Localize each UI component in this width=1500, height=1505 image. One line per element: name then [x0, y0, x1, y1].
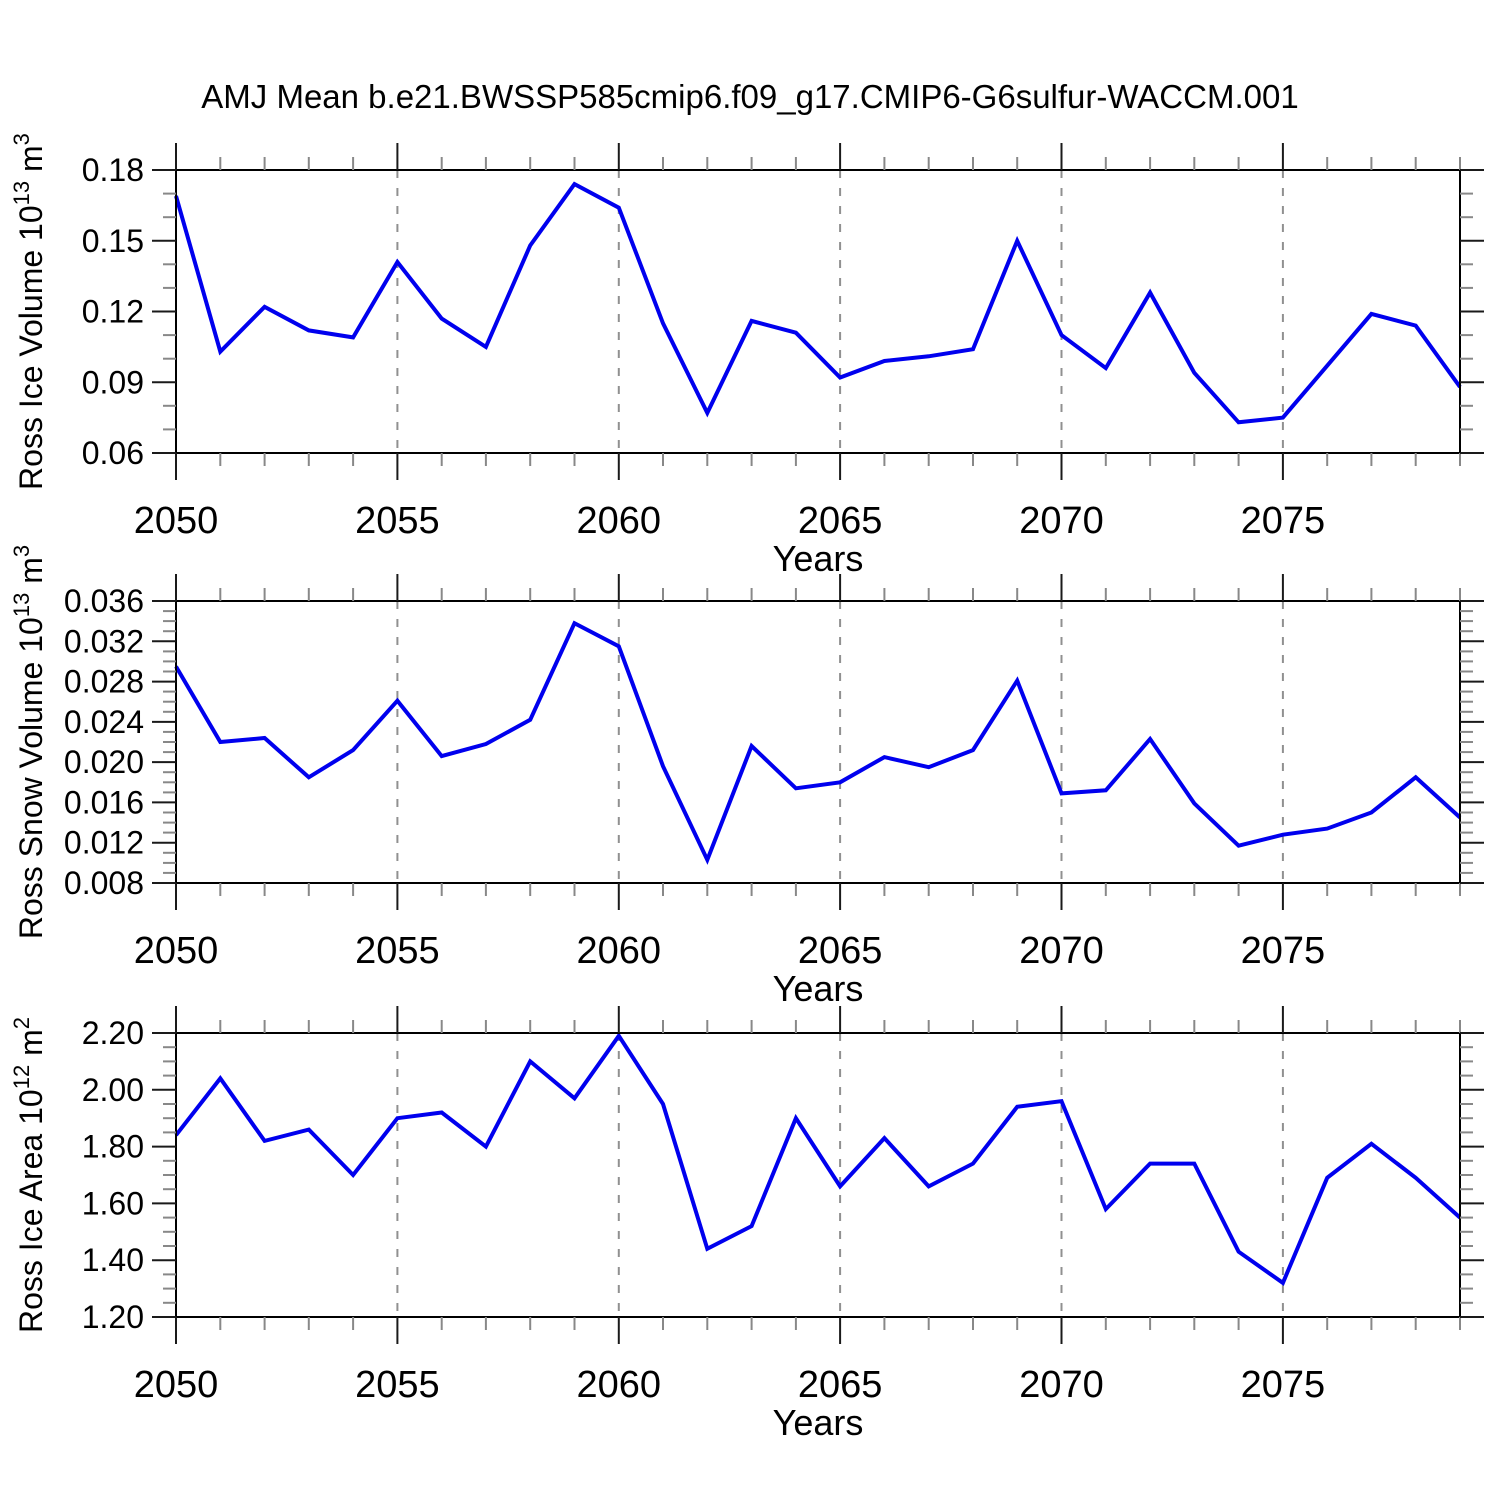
y-tick-label: 0.028 — [64, 664, 144, 700]
data-line — [174, 1032, 1462, 1286]
y-tick-label: 1.80 — [82, 1129, 144, 1165]
x-tick-label: 2055 — [355, 930, 440, 972]
x-tick-label: 2060 — [577, 930, 662, 972]
x-tick-labels: 2050 2055 2060 2065 2070 2075 — [134, 930, 1325, 972]
x-axis-title: Years — [773, 968, 864, 1009]
chart-ross-ice-area: 2050 2055 2060 2065 2070 2075 1.20 1.40 1.60 1.80… — [9, 1006, 1484, 1443]
x-tick-label: 2075 — [1241, 1364, 1326, 1406]
data-line — [174, 181, 1462, 425]
gridlines — [396, 170, 1284, 453]
x-tick-label: 2050 — [134, 500, 219, 542]
x-tick-label: 2055 — [355, 500, 440, 542]
x-tick-label: 2055 — [355, 1364, 440, 1406]
x-tick-label: 2065 — [798, 930, 883, 972]
chart-ross-snow-volume: 2050 2055 2060 2065 2070 20750.0080.0120.0160… — [9, 545, 1484, 1009]
y-tick-labels: 1.20 1.40 1.60 1.80 2.00 2.20 — [82, 1015, 144, 1335]
y-axis-title-ross-ice-area: Ross Ice Area 1012 m2 — [9, 1017, 49, 1333]
y-tick-label: 0.036 — [64, 583, 144, 619]
y-tick-label: 1.40 — [82, 1242, 144, 1278]
y-tick-label: 1.60 — [82, 1185, 144, 1221]
y-tick-label: 1.20 — [82, 1299, 144, 1335]
y-axis-title-ross-snow-volume: Ross Snow Volume 1013 m3 — [9, 545, 49, 939]
y-tick-label: 0.024 — [64, 704, 144, 740]
x-tick-label: 2070 — [1019, 500, 1104, 542]
gridlines — [396, 1033, 1284, 1317]
y-tick-label: 0.18 — [82, 152, 144, 188]
x-tick-label: 2065 — [798, 1364, 883, 1406]
y-tick-label: 0.016 — [64, 784, 144, 820]
data-line — [174, 620, 1462, 865]
x-tick-labels: 2050 2055 2060 2065 2070 2075 — [134, 1364, 1325, 1406]
y-tick-label: 0.020 — [64, 744, 144, 780]
y-tick-label: 2.00 — [82, 1072, 144, 1108]
plot-area-ross-ice-volume: 2050 2055 2060 2065 2070 2075 0.06 0.09 0.12 0.15… — [82, 143, 1484, 542]
x-tick-label: 2070 — [1019, 1364, 1104, 1406]
x-tick-label: 2050 — [134, 930, 219, 972]
plot-area-ross-ice-area: 2050 2055 2060 2065 2070 2075 1.20 1.40 1.60 1.80… — [82, 1006, 1484, 1406]
y-tick-label: 0.012 — [64, 825, 144, 861]
y-tick-labels: 0.06 0.09 0.12 0.15 0.18 — [82, 152, 144, 471]
ticks — [152, 1006, 1484, 1344]
plot-frame — [175, 600, 1461, 884]
chart-ross-ice-volume: 2050 2055 2060 2065 2070 2075 0.06 0.09 0.12 0.15… — [9, 133, 1484, 579]
x-tick-labels: 2050 2055 2060 2065 2070 2075 — [134, 500, 1325, 542]
x-tick-label: 2075 — [1241, 500, 1326, 542]
x-tick-label: 2050 — [134, 1364, 219, 1406]
x-tick-label: 2075 — [1241, 930, 1326, 972]
x-tick-label: 2070 — [1019, 930, 1104, 972]
y-axis-title-ross-ice-volume: Ross Ice Volume 1013 m3 — [9, 133, 49, 490]
y-tick-label: 0.15 — [82, 223, 144, 259]
x-tick-label: 2060 — [577, 500, 662, 542]
x-tick-label: 2065 — [798, 500, 883, 542]
y-tick-label: 0.06 — [82, 435, 144, 471]
x-axis-title: Years — [773, 1402, 864, 1443]
y-tick-label: 2.20 — [82, 1015, 144, 1051]
plot-area-ross-snow-volume: 2050 2055 2060 2065 2070 20750.0080.0120.0160… — [64, 574, 1484, 972]
x-tick-label: 2060 — [577, 1364, 662, 1406]
y-tick-label: 0.032 — [64, 623, 144, 659]
y-tick-label: 0.12 — [82, 294, 144, 330]
x-axis-title: Years — [773, 538, 864, 579]
ticks — [152, 143, 1484, 480]
y-tick-label: 0.008 — [64, 865, 144, 901]
y-tick-labels: 0.008 0.012 0.016 0.020 0.024 0.028 0.032 0.036 — [64, 583, 144, 901]
figure-title: AMJ Mean b.e21.BWSSP585cmip6.f09_g17.CMI… — [201, 78, 1298, 115]
ticks — [152, 574, 1484, 910]
y-tick-label: 0.09 — [82, 364, 144, 400]
